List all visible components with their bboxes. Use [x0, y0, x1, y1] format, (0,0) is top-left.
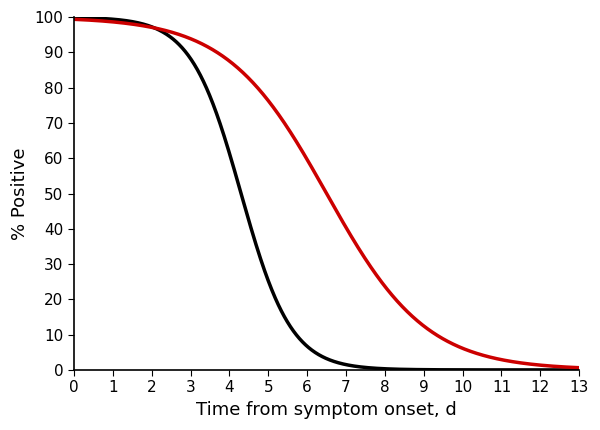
X-axis label: Time from symptom onset, d: Time from symptom onset, d: [196, 401, 457, 419]
Y-axis label: % Positive: % Positive: [11, 147, 29, 240]
